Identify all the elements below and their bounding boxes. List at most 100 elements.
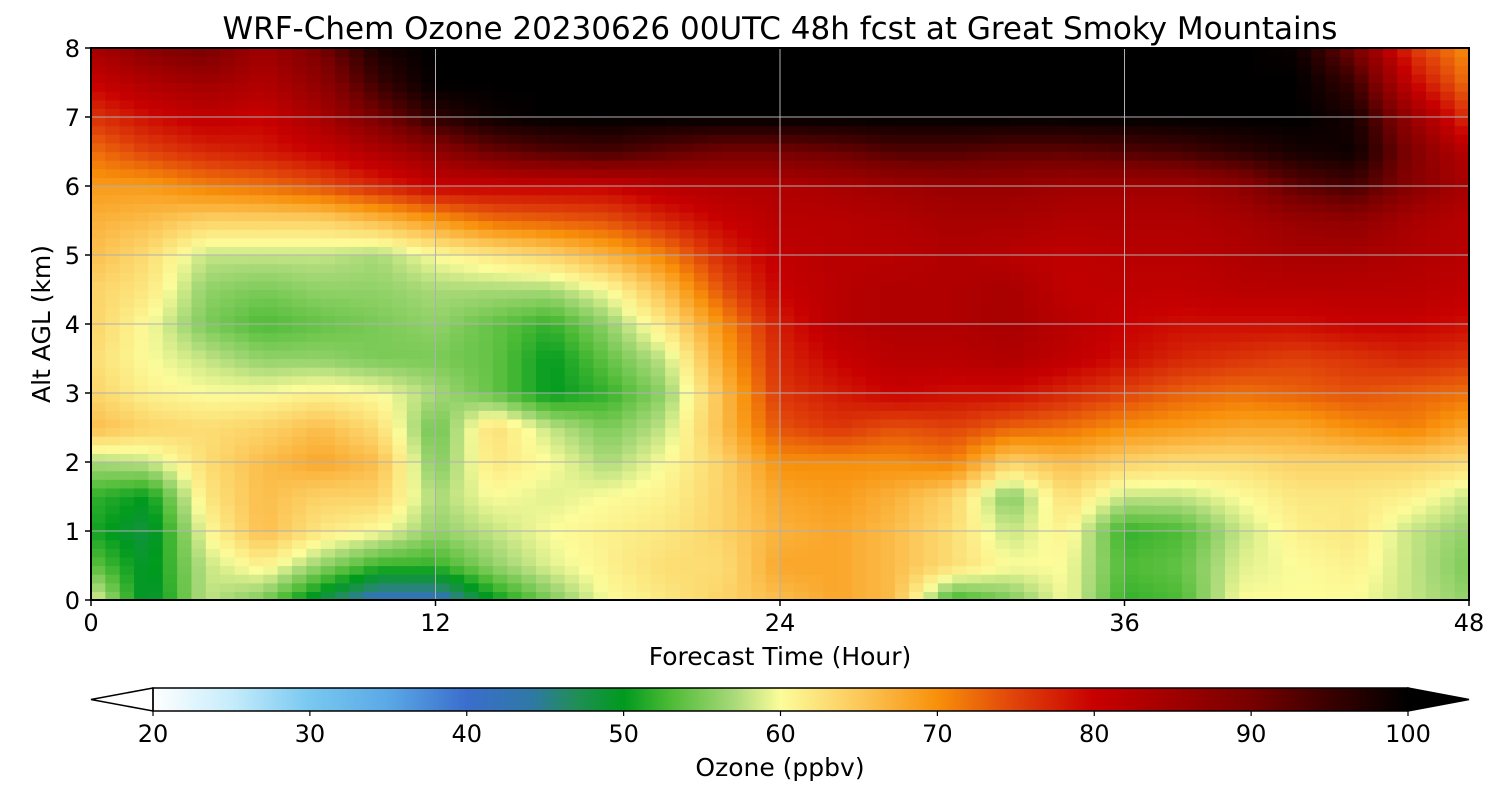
heatmap-cell (263, 151, 279, 161)
heatmap-cell (1110, 194, 1126, 204)
heatmap-cell (1024, 444, 1039, 454)
heatmap-cell (1038, 358, 1054, 368)
heatmap-cell (464, 341, 480, 351)
heatmap-cell (1196, 393, 1212, 403)
heatmap-cell (1196, 220, 1212, 230)
heatmap-cell (177, 272, 193, 282)
heatmap-cell (808, 186, 824, 196)
heatmap-cell (464, 263, 480, 273)
heatmap-cell (880, 393, 896, 403)
heatmap-cell (1454, 358, 1470, 368)
heatmap-cell (205, 582, 221, 592)
heatmap-cell (1224, 427, 1240, 437)
heatmap-cell (464, 211, 480, 222)
heatmap-cell (406, 332, 422, 342)
heatmap-cell (1268, 410, 1283, 420)
heatmap-cell (1354, 531, 1370, 541)
heatmap-cell (1124, 194, 1140, 204)
heatmap-cell (823, 375, 839, 385)
heatmap-cell (1038, 427, 1054, 437)
heatmap-cell (464, 203, 480, 213)
heatmap-cell (1253, 444, 1269, 454)
heatmap-cell (1397, 289, 1413, 299)
heatmap-cell (665, 151, 681, 161)
heatmap-cell (1153, 375, 1169, 385)
heatmap-cell (1095, 289, 1111, 299)
heatmap-cell (148, 401, 164, 411)
heatmap-cell (636, 548, 652, 558)
heatmap-cell (91, 487, 106, 498)
heatmap-cell (1425, 160, 1441, 170)
heatmap-cell (220, 582, 236, 592)
heatmap-cell (1009, 332, 1025, 342)
heatmap-cell (507, 418, 523, 429)
heatmap-cell (1224, 470, 1240, 480)
heatmap-cell (794, 436, 810, 446)
heatmap-cell (320, 349, 336, 360)
heatmap-cell (1081, 255, 1097, 265)
heatmap-cell (894, 375, 910, 385)
heatmap-cell (1095, 505, 1111, 515)
heatmap-cell (1325, 341, 1341, 351)
heatmap-cell (851, 393, 867, 403)
heatmap-cell (263, 367, 279, 377)
heatmap-cell (363, 220, 379, 230)
heatmap-cell (1067, 246, 1083, 256)
heatmap-cell (1210, 565, 1226, 575)
heatmap-cell (1354, 462, 1370, 472)
heatmap-cell (550, 401, 566, 411)
heatmap-cell (708, 565, 724, 575)
heatmap-cell (966, 531, 982, 541)
heatmap-cell (1009, 349, 1025, 360)
heatmap-cell (234, 513, 250, 523)
heatmap-cell (1325, 272, 1341, 282)
heatmap-cell (535, 367, 551, 377)
heatmap-cell (162, 263, 178, 273)
heatmap-cell (349, 531, 365, 541)
heatmap-cell (823, 177, 839, 187)
heatmap-cell (607, 574, 623, 584)
heatmap-cell (693, 393, 709, 403)
heatmap-cell (736, 289, 752, 299)
heatmap-cell (105, 289, 121, 299)
heatmap-cell (148, 453, 164, 463)
heatmap-cell (248, 582, 264, 592)
heatmap-cell (1067, 229, 1083, 239)
heatmap-cell (263, 401, 279, 411)
heatmap-cell (1425, 505, 1441, 515)
heatmap-cell (1081, 194, 1097, 204)
heatmap-cell (679, 531, 695, 541)
heatmap-cell (177, 410, 193, 420)
heatmap-cell (1268, 177, 1283, 187)
heatmap-cell (134, 531, 150, 541)
heatmap-cell (937, 539, 953, 549)
heatmap-cell (1282, 384, 1298, 394)
heatmap-cell (535, 384, 551, 394)
heatmap-cell (220, 306, 236, 316)
heatmap-cell (909, 298, 925, 308)
heatmap-cell (320, 203, 336, 213)
heatmap-cell (119, 384, 135, 394)
heatmap-cell (234, 453, 250, 463)
heatmap-cell (1454, 229, 1470, 239)
heatmap-cell (866, 375, 882, 385)
heatmap-cell (1382, 462, 1398, 472)
heatmap-cell (1167, 453, 1183, 463)
heatmap-cell (1339, 229, 1355, 239)
heatmap-cell (248, 332, 264, 342)
heatmap-cell (866, 505, 882, 515)
heatmap-cell (622, 505, 638, 515)
heatmap-cell (564, 487, 580, 498)
heatmap-cell (1311, 315, 1327, 325)
heatmap-cell (220, 332, 236, 342)
heatmap-cell (1181, 418, 1197, 429)
heatmap-cell (607, 539, 623, 549)
heatmap-cell (1167, 513, 1183, 523)
heatmap-cell (1440, 220, 1456, 230)
heatmap-cell (837, 582, 853, 592)
heatmap-cell (564, 539, 580, 549)
heatmap-cell (765, 272, 781, 282)
heatmap-cell (349, 401, 365, 411)
heatmap-cell (794, 367, 810, 377)
heatmap-cell (736, 565, 752, 575)
